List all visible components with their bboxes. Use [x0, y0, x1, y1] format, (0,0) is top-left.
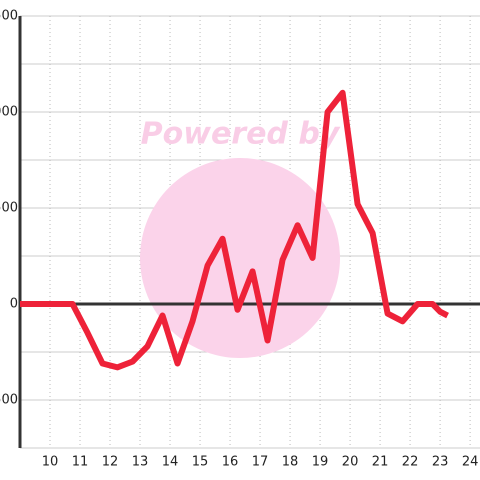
x-tick-label: 15 [192, 455, 209, 470]
watermark-text: Powered by [141, 117, 341, 152]
x-tick-label: 13 [132, 455, 149, 470]
x-tick-label: 10 [42, 455, 59, 470]
x-tick-label: 16 [222, 455, 239, 470]
x-tick-label: 14 [162, 455, 179, 470]
watermark: Powered by [140, 117, 341, 358]
y-tick-label: 0 [10, 297, 18, 312]
y-tick-label: 500 [0, 201, 18, 216]
x-tick-label: 22 [402, 455, 419, 470]
x-tick-label: 20 [342, 455, 359, 470]
x-tick-label: 19 [312, 455, 329, 470]
x-tick-label: 18 [282, 455, 299, 470]
data-line [20, 89, 449, 371]
x-tick-label: 12 [102, 455, 119, 470]
x-tick-label: 23 [432, 455, 449, 470]
y-tick-label: 1,000 [0, 105, 18, 120]
watermark-logo [140, 158, 340, 358]
x-tick-label: 21 [372, 455, 389, 470]
y-tick-label: -500 [0, 393, 18, 408]
y-tick-label: 1,500 [0, 9, 18, 24]
x-tick-label: 24 [462, 455, 479, 470]
x-tick-label: 17 [252, 455, 269, 470]
x-tick-label: 11 [72, 455, 89, 470]
